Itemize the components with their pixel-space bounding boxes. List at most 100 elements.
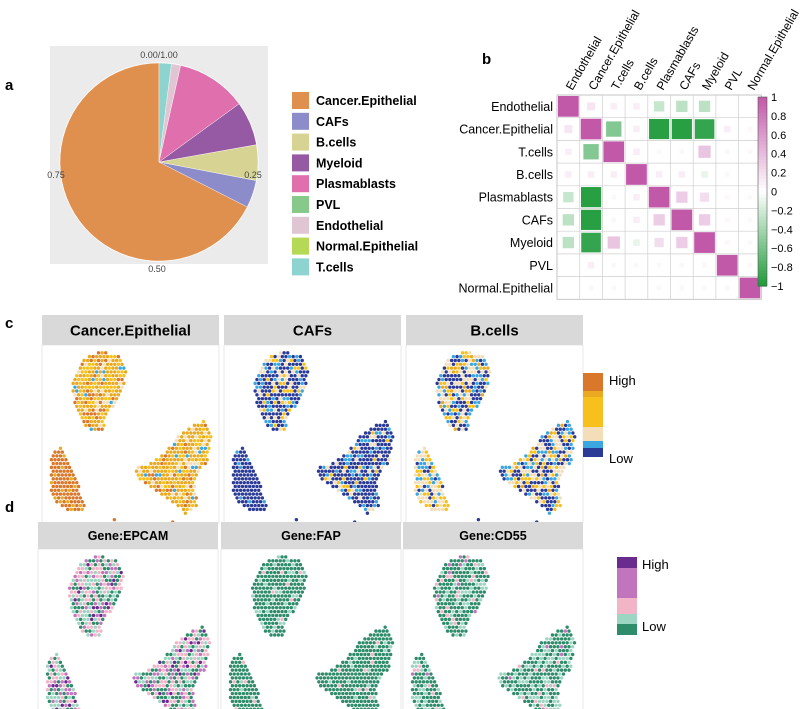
spot	[419, 469, 423, 473]
spot	[291, 563, 295, 567]
spot	[293, 366, 297, 370]
spot	[154, 465, 159, 470]
spot	[291, 393, 295, 397]
spot	[78, 602, 83, 606]
spot	[260, 613, 264, 618]
spot	[354, 465, 359, 470]
spot	[285, 613, 290, 618]
spot	[285, 574, 290, 579]
spot	[193, 656, 197, 661]
spot	[111, 396, 115, 401]
legend-c-low: Low	[609, 451, 633, 466]
spot	[558, 450, 562, 454]
spot	[548, 645, 553, 649]
spot	[458, 423, 463, 428]
spot	[387, 633, 391, 637]
spot	[276, 416, 281, 420]
spot	[442, 582, 446, 586]
spot	[205, 435, 209, 439]
spot	[262, 416, 266, 420]
spot	[380, 435, 384, 439]
spot	[104, 412, 108, 416]
spot	[437, 507, 441, 512]
spot	[190, 473, 195, 477]
spot	[515, 691, 520, 696]
spot	[451, 594, 455, 598]
spot	[353, 454, 357, 458]
spot	[325, 473, 330, 477]
spot	[192, 500, 197, 504]
spot	[457, 427, 461, 431]
spot	[190, 458, 195, 462]
spot	[252, 582, 257, 586]
spot	[239, 703, 244, 707]
spot	[416, 684, 420, 688]
spot	[151, 465, 155, 470]
spot	[422, 492, 427, 496]
colorbar-frame	[757, 96, 768, 287]
spot	[468, 389, 472, 393]
spot	[428, 458, 432, 462]
spot	[284, 617, 288, 622]
colorbar-segment	[758, 169, 767, 174]
spot	[540, 450, 544, 454]
spot	[89, 389, 93, 393]
spot	[467, 566, 472, 571]
spot	[262, 507, 266, 512]
spot	[86, 602, 90, 606]
spot	[280, 370, 285, 374]
spot	[269, 416, 274, 420]
spot	[104, 594, 109, 598]
spot	[530, 684, 534, 688]
spot	[565, 648, 569, 653]
spot	[82, 366, 86, 370]
spot	[160, 454, 164, 458]
spot	[84, 605, 88, 610]
spot	[269, 563, 273, 567]
spot	[67, 594, 72, 598]
spot	[417, 458, 421, 462]
spot	[189, 633, 193, 637]
spot	[466, 423, 470, 428]
spot	[345, 492, 350, 496]
spot	[435, 496, 439, 500]
spot	[236, 664, 240, 668]
spot	[282, 566, 286, 571]
spot	[416, 691, 420, 696]
spot	[178, 695, 182, 700]
spot	[359, 668, 363, 672]
spot	[116, 377, 121, 382]
spot	[477, 362, 481, 366]
spot	[562, 427, 566, 431]
spot	[194, 676, 199, 680]
spot	[172, 645, 177, 649]
spot	[237, 477, 241, 481]
spot	[561, 672, 566, 676]
spot	[556, 454, 561, 458]
spot	[138, 477, 142, 481]
spot	[383, 450, 388, 454]
spot	[424, 496, 428, 500]
spot	[335, 687, 339, 692]
spot	[442, 396, 447, 401]
spot	[331, 469, 335, 473]
spot	[464, 629, 468, 633]
spot	[111, 404, 115, 408]
spot	[328, 672, 332, 676]
spot	[453, 404, 457, 408]
spot	[58, 668, 63, 672]
spot	[482, 389, 486, 393]
spot	[255, 400, 259, 405]
spot	[460, 419, 465, 424]
spot	[190, 427, 195, 431]
spot	[234, 676, 238, 680]
spot	[183, 503, 188, 508]
spot	[278, 559, 282, 563]
spot	[171, 664, 175, 668]
spot	[366, 652, 371, 657]
spot	[194, 629, 199, 633]
spot	[182, 680, 186, 684]
spot	[530, 668, 534, 672]
spot	[560, 469, 564, 473]
spot	[466, 617, 470, 622]
